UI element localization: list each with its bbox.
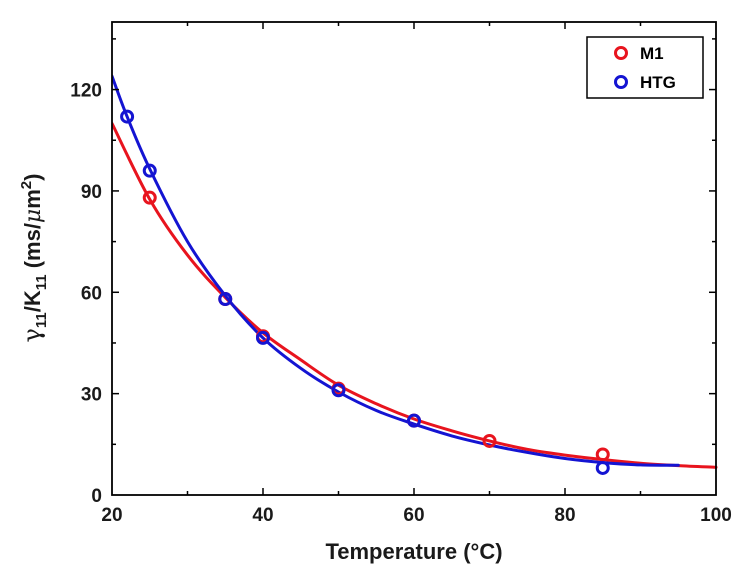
y-label-units-close: ) — [20, 174, 45, 181]
y-tick-label: 120 — [70, 81, 102, 102]
y-label-slash-k: /K — [20, 290, 45, 312]
y-label-mu: μ — [21, 209, 46, 223]
y-label-gamma-sub: 11 — [33, 312, 50, 328]
legend-box — [586, 36, 704, 99]
legend-marker-m1 — [614, 46, 628, 60]
fit-curve-htg — [112, 74, 680, 467]
data-point-m1 — [142, 190, 157, 205]
data-point-htg — [595, 460, 610, 475]
y-label-units-open: (ms/ — [20, 223, 45, 274]
legend-marker-htg — [614, 75, 628, 89]
legend-label-htg: HTG — [640, 73, 676, 92]
y-label-k-sub: 11 — [33, 274, 50, 290]
y-label-m: m — [20, 189, 45, 209]
data-point-htg — [142, 163, 157, 178]
fit-curve-m1 — [112, 121, 718, 469]
y-tick-label: 60 — [81, 283, 102, 304]
x-tick-label: 40 — [252, 505, 273, 526]
data-point-m1 — [595, 447, 610, 462]
y-tick-label: 90 — [81, 182, 102, 203]
data-point-htg — [256, 330, 270, 345]
data-point-m1 — [482, 433, 497, 448]
y-label-exp: 2 — [18, 181, 35, 189]
y-tick-label: 30 — [81, 385, 102, 406]
legend: M1 HTG — [586, 36, 704, 99]
y-tick-label: 0 — [91, 486, 102, 507]
x-tick-label: 60 — [403, 505, 424, 526]
data-point-htg — [331, 383, 346, 398]
y-label-gamma: γ — [18, 328, 46, 342]
x-tick-label: 100 — [700, 505, 732, 526]
plot-frame — [111, 21, 717, 496]
legend-label-m1: M1 — [640, 44, 664, 63]
data-point-htg — [218, 292, 233, 307]
data-point-htg — [407, 413, 421, 428]
x-tick-label: 80 — [554, 505, 575, 526]
data-point-htg — [120, 109, 135, 124]
x-axis-label: Temperature (°C) — [325, 539, 502, 564]
y-axis-label: γ11/K11 (ms/μm2) — [18, 174, 50, 343]
x-tick-label: 20 — [101, 505, 122, 526]
